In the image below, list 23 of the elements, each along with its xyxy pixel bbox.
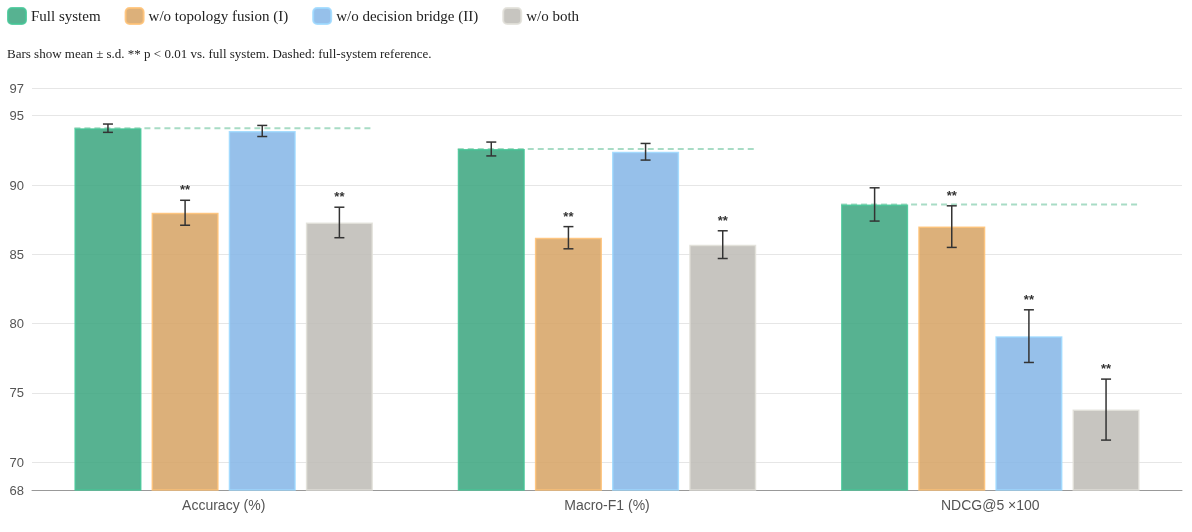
y-tick-label: 85 — [9, 246, 24, 262]
data-label: ** — [563, 208, 575, 224]
x-tick-label: Accuracy (%) — [182, 497, 266, 513]
chart-subtitle: Bars show mean ± s.d. ** p < 0.01 vs. full system. Dashed: full-system reference. — [7, 46, 432, 61]
x-tick-label: Macro-F1 (%) — [564, 497, 650, 513]
legend-label: w/o decision bridge (II) — [336, 8, 479, 25]
data-label: ** — [946, 187, 958, 203]
y-tick-label: 80 — [9, 316, 24, 332]
y-tick-label: 70 — [9, 454, 24, 470]
data-label: ** — [180, 182, 192, 198]
legend-label: w/o both — [526, 8, 580, 24]
data-label: ** — [334, 189, 346, 205]
legend-label: w/o topology fusion (I) — [148, 8, 289, 25]
y-tick-label: 68 — [9, 482, 24, 498]
data-label: ** — [1023, 291, 1035, 307]
y-tick-label: 90 — [9, 177, 24, 193]
y-tick-label: 97 — [9, 80, 24, 96]
y-tick-label: 75 — [9, 385, 24, 401]
data-label: ** — [1100, 361, 1113, 377]
data-label: ** — [717, 212, 729, 228]
x-tick-label: NDCG@5 ×100 — [941, 497, 1040, 513]
y-tick-label: 95 — [9, 108, 24, 124]
legend-label: Full system — [31, 8, 101, 24]
